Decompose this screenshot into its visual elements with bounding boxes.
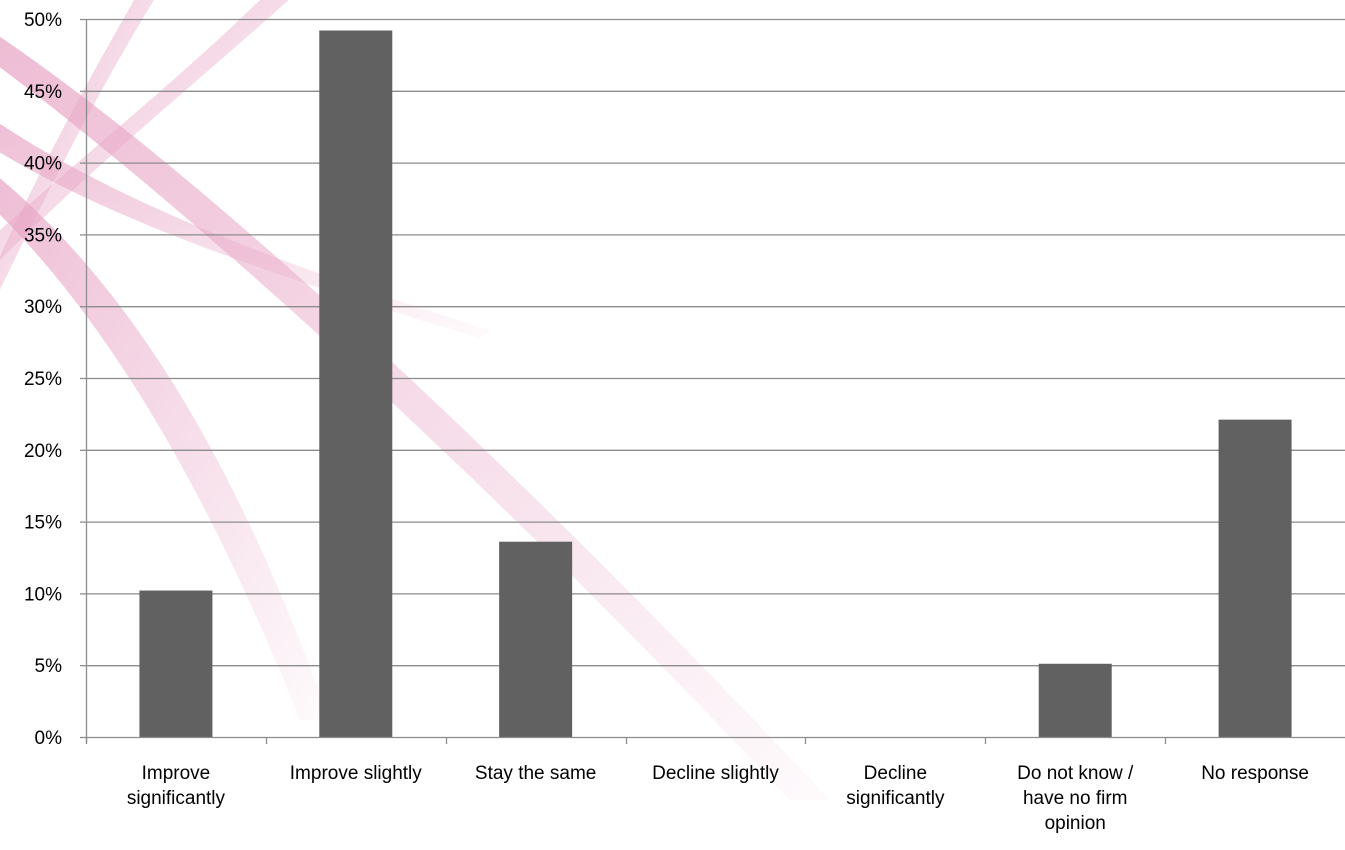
x-category-label-line: Improve <box>142 763 211 784</box>
y-tick-label: 0% <box>35 728 63 749</box>
x-category-label-line: opinion <box>1045 813 1106 834</box>
y-tick-label: 20% <box>24 441 62 462</box>
y-tick-label: 30% <box>24 297 62 318</box>
y-tick-label: 5% <box>35 656 63 677</box>
y-tick-label: 45% <box>24 82 62 103</box>
y-axis-tick-labels: 0% 5% 10% 15% 20% 25% 30% 35% 40% 45% 50% <box>24 10 62 749</box>
bars <box>139 30 1292 738</box>
x-axis-category-labels: Improve significantly Improve slightly Stay… <box>127 763 1309 834</box>
swoosh-stroke <box>0 123 490 338</box>
bar <box>1038 663 1112 737</box>
x-category-label-line: Stay the same <box>475 763 596 784</box>
y-tick-label: 50% <box>24 10 62 31</box>
bar <box>1218 419 1292 737</box>
x-category-label-line: have no firm <box>1023 788 1128 809</box>
x-category-label: Stay the same <box>475 763 596 784</box>
y-tick-label: 25% <box>24 369 62 390</box>
y-tick-label: 40% <box>24 154 62 175</box>
bar <box>319 30 393 738</box>
x-category-label-line: significantly <box>846 788 945 809</box>
swoosh-stroke <box>0 178 330 720</box>
x-category-label: Decline slightly <box>652 763 779 784</box>
x-category-label-line: No response <box>1201 763 1309 784</box>
x-category-label: Improve significantly <box>127 763 226 809</box>
x-category-label-line: Improve slightly <box>290 763 422 784</box>
x-category-label-line: Decline <box>864 763 927 784</box>
gridlines <box>80 18 1345 739</box>
x-category-label: No response <box>1201 763 1309 784</box>
axes <box>85 19 1345 744</box>
y-tick-label: 15% <box>24 513 62 534</box>
y-tick-label: 10% <box>24 584 62 605</box>
swoosh-stroke <box>0 36 830 800</box>
y-tick-label: 35% <box>24 225 62 246</box>
x-category-label: Improve slightly <box>290 763 422 784</box>
x-category-label-line: Do not know / <box>1017 763 1134 784</box>
x-category-label: Do not know / have no firm opinion <box>1017 763 1134 834</box>
x-category-label: Decline significantly <box>846 763 945 809</box>
bar <box>499 541 573 737</box>
x-category-label-line: Decline slightly <box>652 763 779 784</box>
bar <box>139 590 213 737</box>
x-category-label-line: significantly <box>127 788 226 809</box>
